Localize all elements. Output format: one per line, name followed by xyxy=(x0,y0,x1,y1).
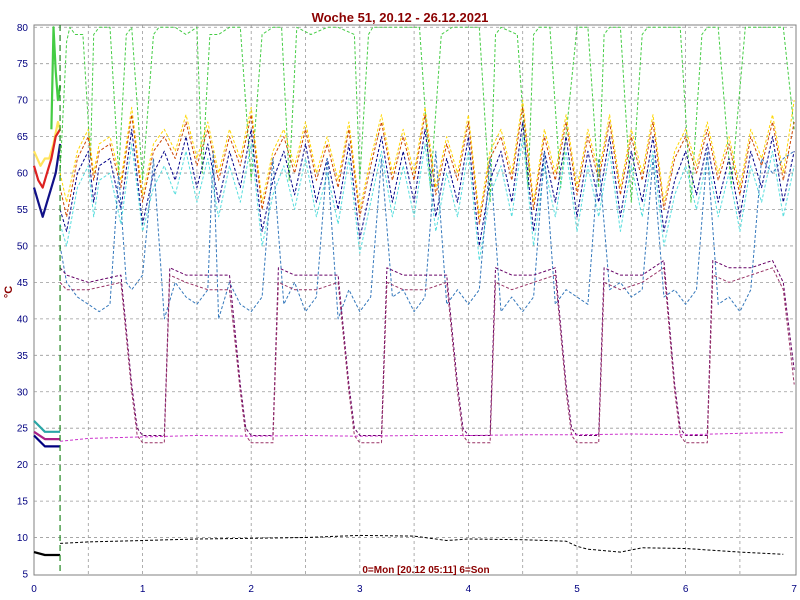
y-tick-label: 15 xyxy=(17,497,29,508)
y-tick-label: 55 xyxy=(17,205,29,216)
series-line-0 xyxy=(50,26,62,130)
series-line-13 xyxy=(59,150,795,320)
series-line-10 xyxy=(59,106,795,225)
series-line-1 xyxy=(32,120,62,167)
series-line-11 xyxy=(59,121,795,247)
x-tick-label: 0 xyxy=(31,584,37,595)
series-line-5 xyxy=(33,430,61,441)
y-tick-label: 60 xyxy=(17,169,29,180)
series-line-16 xyxy=(60,432,784,442)
plot-frame xyxy=(33,24,797,576)
y-axis-label: °C xyxy=(3,286,15,298)
y-tick-label: 65 xyxy=(17,132,29,143)
y-tick-label: 75 xyxy=(17,59,29,70)
y-tick-label: 25 xyxy=(17,424,29,435)
y-tick-label: 70 xyxy=(17,96,29,107)
x-tick-label: 2 xyxy=(248,584,254,595)
y-tick-label: 40 xyxy=(17,314,29,325)
series-group xyxy=(32,26,795,557)
series-line-7 xyxy=(33,551,61,557)
y-tick-label: 80 xyxy=(17,23,29,34)
y-tick-label: 30 xyxy=(17,387,29,398)
y-tick-label: 10 xyxy=(17,533,29,544)
chart-title: Woche 51, 20.12 - 26.12.2021 xyxy=(312,10,489,25)
series-line-17 xyxy=(60,534,784,555)
series-line-9 xyxy=(59,99,795,218)
x-tick-label: 5 xyxy=(574,584,580,595)
x-tick-label: 3 xyxy=(357,584,363,595)
series-line-6 xyxy=(33,434,61,448)
y-tick-label: 5 xyxy=(22,570,28,581)
chart-footer: 0=Mon [20.12 05:11] 6=Son xyxy=(362,565,489,576)
series-line-8 xyxy=(59,26,795,203)
series-line-2 xyxy=(32,128,62,189)
y-tick-label: 45 xyxy=(17,278,29,289)
y-tick-label: 20 xyxy=(17,460,29,471)
series-line-3 xyxy=(32,143,62,218)
series-line-4 xyxy=(33,420,61,433)
series-line-12 xyxy=(59,136,795,261)
series-line-15 xyxy=(59,267,795,444)
y-tick-label: 35 xyxy=(17,351,29,362)
x-tick-label: 1 xyxy=(140,584,146,595)
x-tick-label: 4 xyxy=(466,584,472,595)
y-tick-label: 50 xyxy=(17,241,29,252)
series-line-14 xyxy=(59,260,795,436)
x-tick-label: 7 xyxy=(791,584,797,595)
x-tick-label: 6 xyxy=(683,584,689,595)
